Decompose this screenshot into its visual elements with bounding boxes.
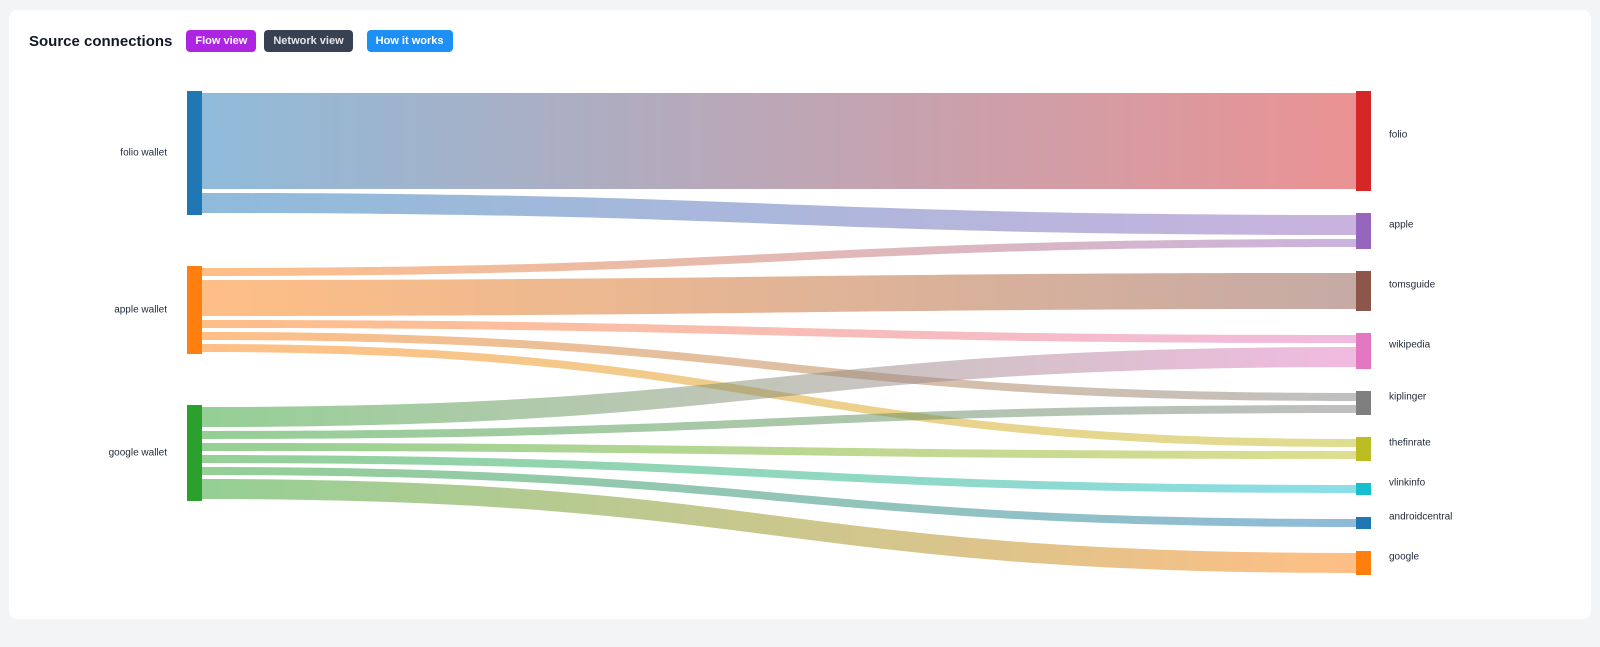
node xyxy=(1356,551,1371,575)
node xyxy=(1356,391,1371,415)
node xyxy=(1356,271,1371,311)
node xyxy=(1356,213,1371,249)
flow-link xyxy=(202,467,1356,527)
node xyxy=(1356,517,1371,529)
node-label: wikipedia xyxy=(1388,340,1431,351)
node-label: androidcentral xyxy=(1389,512,1452,523)
network-view-button[interactable]: Network view xyxy=(264,30,353,52)
flow-link xyxy=(202,405,1356,439)
card: Source connections Flow view Network vie… xyxy=(9,10,1591,619)
node xyxy=(1356,91,1371,191)
node xyxy=(1356,483,1371,495)
node-label: apple wallet xyxy=(114,305,167,316)
node-label: apple xyxy=(1389,220,1414,231)
node-label: google xyxy=(1389,552,1419,563)
node-label: folio xyxy=(1389,130,1408,141)
flow-link xyxy=(202,455,1356,493)
node-label: thefinrate xyxy=(1389,438,1431,449)
flow-link xyxy=(202,93,1356,189)
flow-link xyxy=(202,239,1356,276)
node xyxy=(187,266,202,354)
flow-link xyxy=(202,320,1356,343)
flow-link xyxy=(202,479,1356,573)
flow-link xyxy=(202,443,1356,459)
node xyxy=(1356,437,1371,461)
flow-link xyxy=(202,273,1356,316)
node xyxy=(187,91,202,215)
node-label: kiplinger xyxy=(1389,392,1427,403)
sankey-chart: folio wallet apple wallet google wallet fol… xyxy=(109,91,1452,575)
node-label: folio wallet xyxy=(120,148,167,159)
node-label: tomsguide xyxy=(1389,280,1436,291)
node xyxy=(1356,333,1371,369)
flow-link xyxy=(202,332,1356,401)
page-title: Source connections xyxy=(29,32,173,50)
how-it-works-button[interactable]: How it works xyxy=(366,30,453,52)
node-label: vlinkinfo xyxy=(1389,478,1426,489)
flow-link xyxy=(202,193,1356,235)
node xyxy=(187,405,202,501)
flow-view-button[interactable]: Flow view xyxy=(186,30,257,52)
header: Source connections Flow view Network vie… xyxy=(29,30,461,52)
node-label: google wallet xyxy=(109,448,168,459)
flow-link xyxy=(202,347,1356,427)
